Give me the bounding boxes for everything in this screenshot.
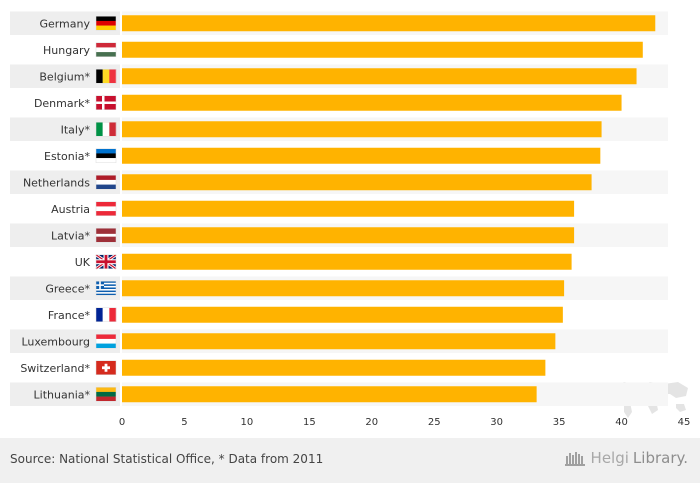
flag-fr-icon [95, 307, 117, 322]
category-label: Luxembourg [21, 335, 90, 348]
category-label: Italy* [61, 123, 91, 136]
bar [122, 41, 643, 58]
x-tick-label: 10 [241, 417, 254, 428]
flag-it-icon [95, 122, 117, 137]
row-label-background [10, 144, 120, 168]
category-label: France* [48, 309, 91, 322]
row-label-background [10, 64, 120, 88]
x-tick-label: 5 [181, 417, 187, 428]
row-label-background [10, 197, 120, 221]
bar [122, 200, 575, 217]
category-label: Hungary [43, 44, 90, 57]
bar [122, 15, 656, 32]
row-label-background [10, 170, 120, 194]
bar-row: Denmark* [10, 91, 668, 115]
bar [122, 253, 572, 270]
brand-logo: Helgi Library. [564, 449, 688, 467]
flag-lu-icon [95, 334, 117, 349]
x-tick-label: 20 [365, 417, 378, 428]
row-label-background [10, 276, 120, 300]
category-label: Latvia* [51, 229, 90, 242]
source-note: Source: National Statistical Office, * D… [10, 452, 324, 466]
flag-nl-icon [95, 175, 117, 190]
bar-row: Hungary [10, 38, 668, 62]
x-tick-label: 0 [119, 417, 125, 428]
bar-row: Germany [10, 11, 668, 35]
row-label-background [10, 303, 120, 327]
bar-row: Luxembourg [10, 329, 668, 353]
flag-be-icon [95, 69, 117, 84]
row-label-background [10, 11, 120, 35]
bar [122, 121, 602, 138]
bar [122, 68, 637, 85]
bar [122, 174, 592, 191]
category-label: UK [75, 256, 91, 269]
library-icon [564, 452, 585, 466]
flag-lt-icon [95, 387, 117, 402]
flag-dk-icon [95, 95, 117, 110]
x-tick-label: 35 [553, 417, 566, 428]
row-label-background [10, 329, 120, 353]
bar-row: Austria [10, 197, 668, 221]
brand-name-part1: Helgi [590, 449, 629, 467]
row-label-background [10, 250, 120, 274]
row-label-background [10, 38, 120, 62]
flag-ch-icon [95, 360, 117, 375]
x-tick-label: 40 [615, 417, 628, 428]
category-label: Belgium* [39, 70, 90, 83]
bar-row: Lithuania* [10, 382, 668, 406]
row-label-background [10, 117, 120, 141]
bar [122, 94, 622, 111]
bar [122, 359, 546, 376]
bar-row: Greece* [10, 276, 668, 300]
category-label: Switzerland* [20, 362, 90, 375]
footer: Source: National Statistical Office, * D… [0, 438, 700, 483]
bar-row: Netherlands [10, 170, 668, 194]
x-tick-label: 30 [490, 417, 503, 428]
category-label: Greece* [45, 282, 90, 295]
bar-row: Italy* [10, 117, 668, 141]
row-label-background [10, 356, 120, 380]
bar [122, 386, 537, 403]
row-label-background [10, 382, 120, 406]
bar-chart: Germany Hungary Belgium* Denmark* Italy* Esto… [10, 11, 691, 428]
flag-uk-icon [95, 253, 117, 270]
bar-row: Latvia* [10, 223, 668, 247]
x-tick-label: 45 [678, 417, 691, 428]
x-tick-label: 25 [428, 417, 441, 428]
bar-row: Switzerland* [10, 356, 668, 380]
flag-de-icon [95, 16, 117, 31]
x-tick-label: 15 [303, 417, 316, 428]
category-label: Germany [39, 17, 90, 30]
row-label-background [10, 223, 120, 247]
bar [122, 306, 563, 323]
flag-gr-icon [95, 281, 117, 296]
category-label: Estonia* [44, 150, 90, 163]
category-label: Lithuania* [34, 388, 91, 401]
bar-row: Estonia* [10, 144, 668, 168]
bar [122, 147, 601, 164]
bar [122, 227, 575, 244]
brand-name-part2: Library. [632, 449, 688, 467]
flag-ee-icon [95, 148, 117, 163]
flag-at-icon [95, 201, 117, 216]
row-label-background [10, 91, 120, 115]
bar-row: France* [10, 303, 668, 327]
bar-row: Belgium* [10, 64, 668, 88]
category-label: Denmark* [34, 97, 91, 110]
bar [122, 280, 565, 297]
bar [122, 333, 556, 350]
category-label: Netherlands [23, 176, 90, 189]
category-label: Austria [51, 203, 90, 216]
bar-row: UK [10, 250, 668, 274]
flag-hu-icon [95, 42, 117, 57]
flag-lv-icon [95, 228, 117, 243]
